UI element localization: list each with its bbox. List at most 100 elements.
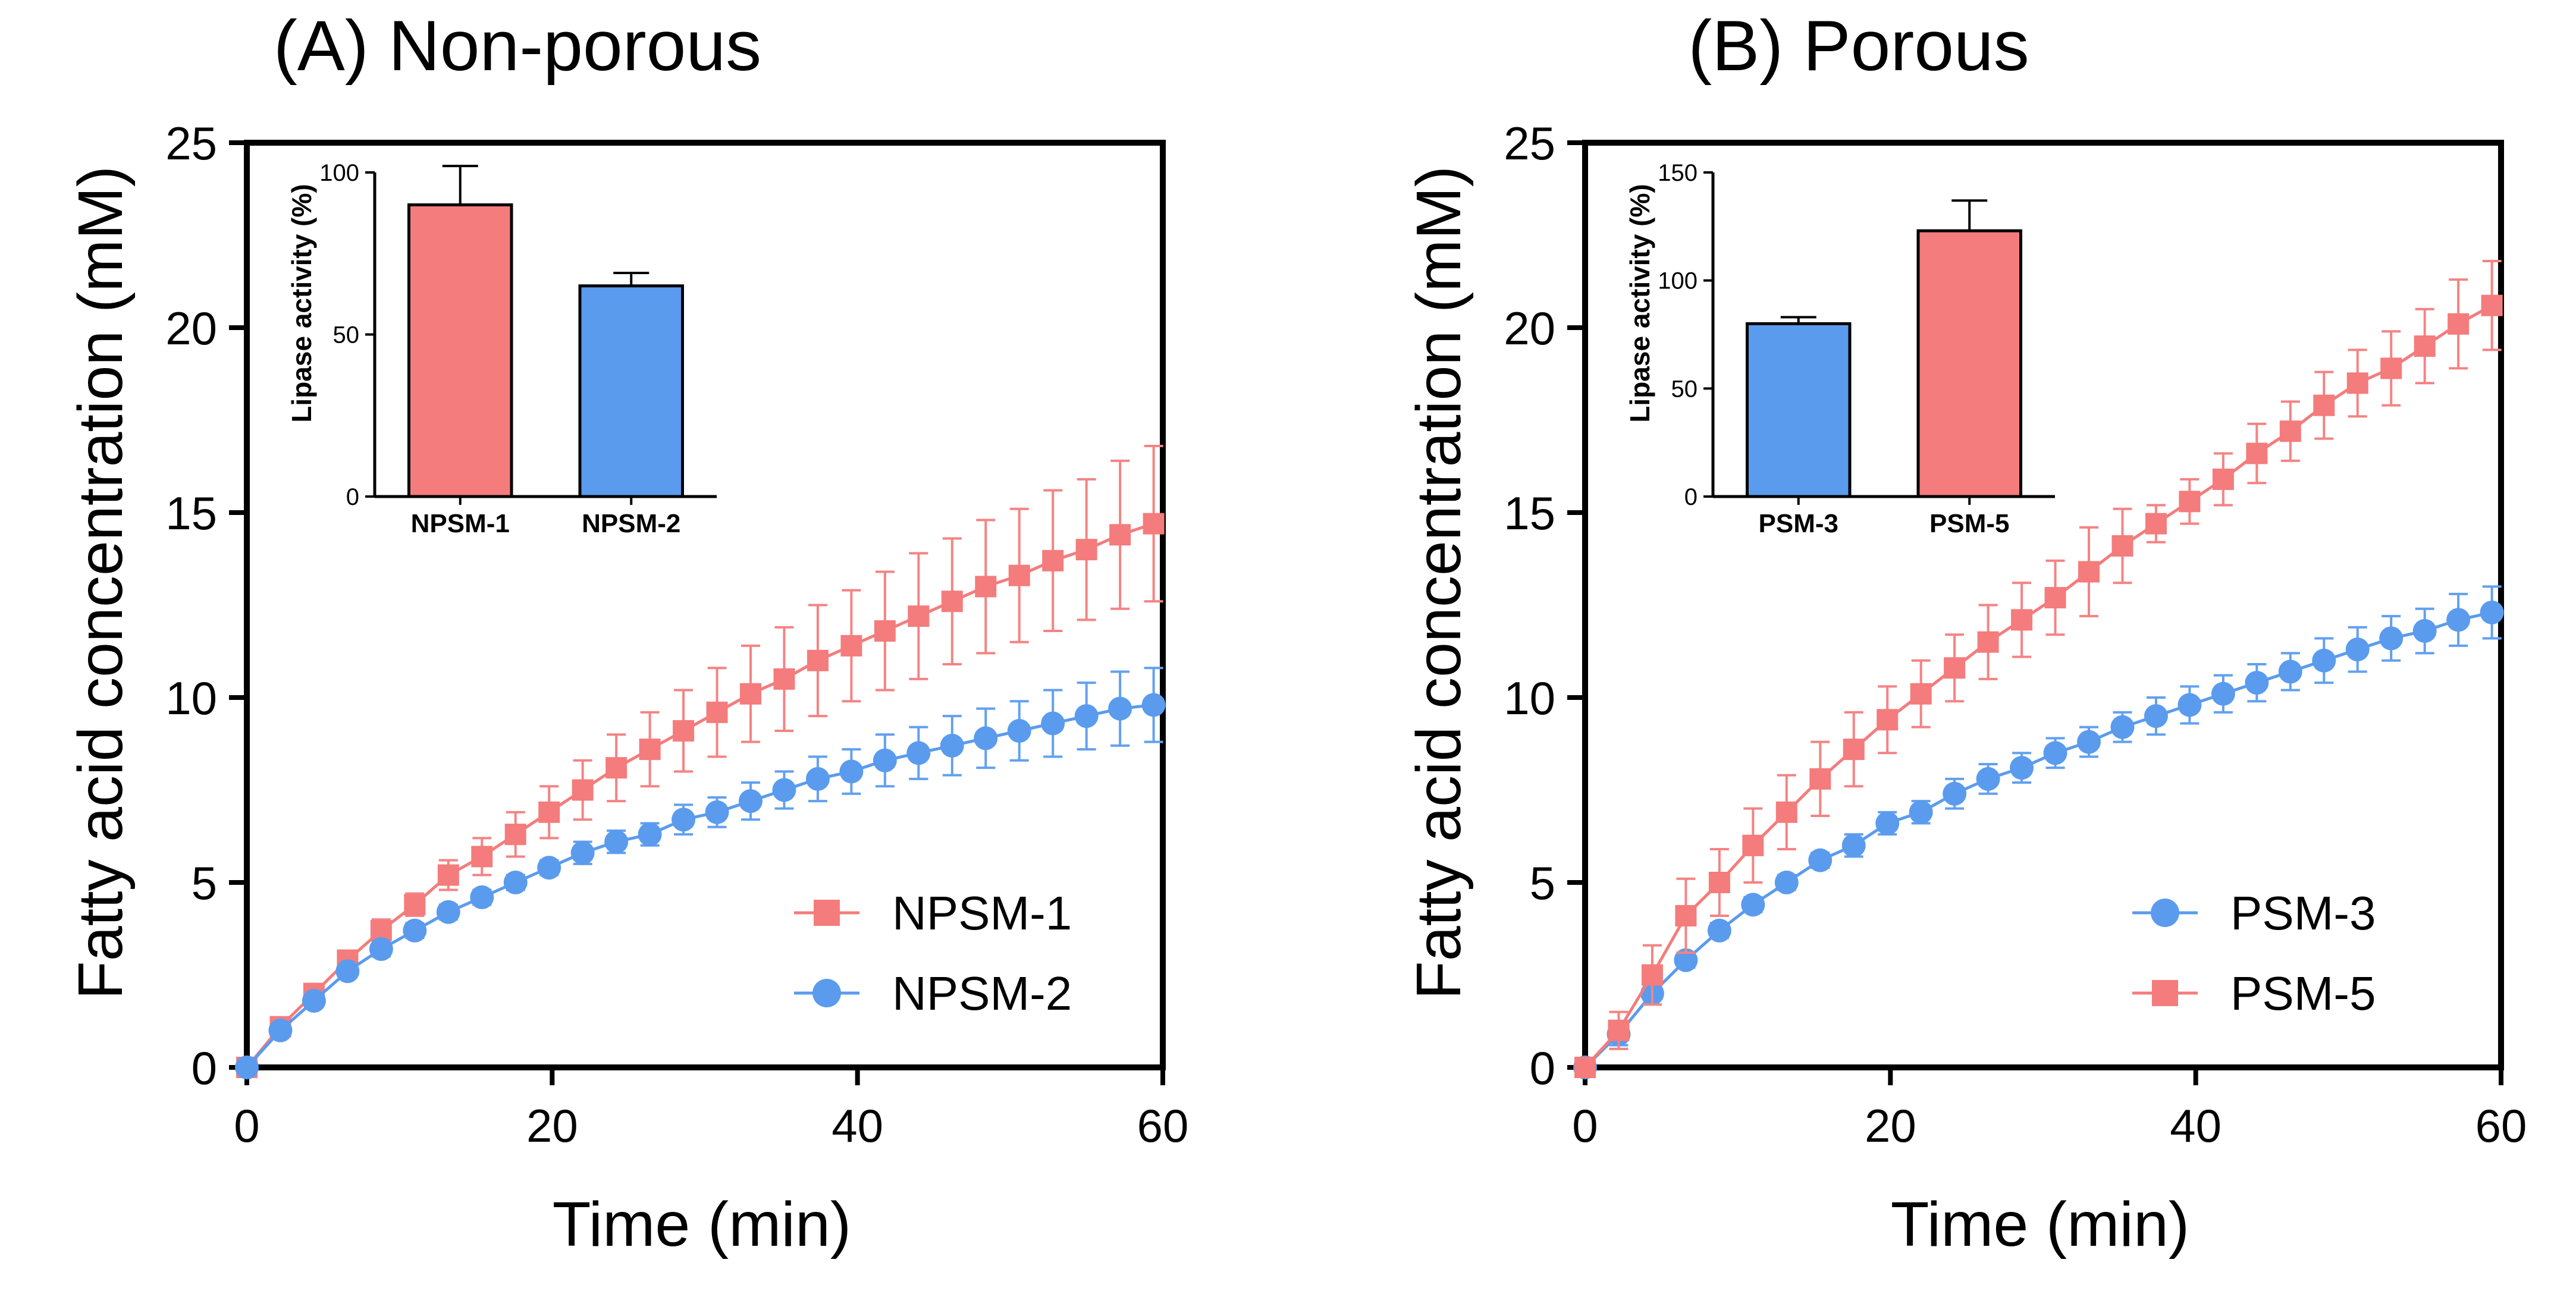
legend-marker <box>2152 980 2178 1006</box>
x-tick-label: 20 <box>526 1100 578 1152</box>
data-point <box>2110 715 2135 739</box>
data-point <box>1108 696 1132 721</box>
data-point <box>1708 872 1730 893</box>
inset-y-tick-label: 0 <box>1684 484 1698 510</box>
inset-y-axis-label: Lipase activity (%) <box>286 184 317 422</box>
inset-y-tick-label: 50 <box>1671 376 1698 402</box>
y-axis-label: Fatty acid concentration (mM) <box>1404 166 1474 1000</box>
x-axis-label: Time (min) <box>553 1189 851 1259</box>
legend-label: NPSM-2 <box>892 967 1072 1020</box>
legend-label: PSM-3 <box>2230 887 2376 940</box>
data-point <box>302 989 326 1013</box>
data-point <box>1608 1019 1630 1041</box>
data-point <box>436 900 460 924</box>
data-point <box>2414 335 2436 357</box>
data-point <box>740 683 761 705</box>
data-point <box>1143 513 1165 535</box>
data-point <box>873 748 897 772</box>
data-point <box>2044 587 2066 609</box>
data-point <box>1074 704 1099 728</box>
data-point <box>1741 893 1765 917</box>
inset-y-tick-label: 0 <box>346 484 359 510</box>
data-point <box>908 605 930 627</box>
data-point <box>2412 619 2437 643</box>
inset-y-tick-label: 50 <box>333 322 360 348</box>
data-point <box>940 733 964 758</box>
data-point <box>2313 394 2335 416</box>
inset-bar-npsm-2 <box>578 284 684 498</box>
data-point <box>504 824 526 846</box>
data-point <box>538 801 560 823</box>
data-point <box>2380 357 2402 379</box>
data-point <box>2246 442 2268 464</box>
y-tick-label: 0 <box>1530 1042 1555 1094</box>
y-tick-label: 25 <box>165 117 217 169</box>
data-point <box>639 739 661 761</box>
data-point <box>2480 600 2504 624</box>
data-point <box>1976 767 2000 791</box>
legend-label: NPSM-1 <box>892 887 1072 940</box>
data-point <box>503 871 528 894</box>
data-point <box>975 576 997 598</box>
data-point <box>1707 918 1731 943</box>
inset-y-tick-label: 150 <box>1658 160 1698 186</box>
data-point <box>2011 609 2033 631</box>
inset-x-tick-label: PSM-3 <box>1759 509 1838 538</box>
inset-bar-npsm-1 <box>407 203 513 498</box>
legend-marker <box>812 979 841 1007</box>
data-point <box>874 620 896 642</box>
data-point <box>2078 561 2100 583</box>
data-point <box>1843 739 1865 761</box>
data-point <box>537 856 561 880</box>
x-tick-label: 0 <box>234 1100 259 1152</box>
data-point <box>1943 781 1967 806</box>
data-point <box>705 800 729 824</box>
series-line <box>1584 611 2493 1069</box>
data-point <box>2446 608 2471 632</box>
data-point <box>2211 681 2235 706</box>
data-point <box>1774 871 1799 894</box>
data-point <box>1007 718 1031 743</box>
data-point <box>2179 491 2201 513</box>
inset-y-tick-label: 100 <box>319 160 359 186</box>
data-point <box>2077 730 2101 754</box>
data-point <box>706 701 728 723</box>
chart-title: (A) Non-porous <box>274 6 761 86</box>
x-tick-label: 60 <box>2475 1100 2527 1152</box>
data-point <box>1808 848 1833 872</box>
data-point <box>1674 948 1698 972</box>
legend-marker <box>814 900 840 926</box>
data-point <box>840 634 862 657</box>
data-point <box>1977 631 1999 653</box>
inset-y-axis-label: Lipase activity (%) <box>1624 184 1655 422</box>
data-point <box>471 846 493 868</box>
data-point <box>2144 704 2168 728</box>
data-point <box>2345 637 2370 662</box>
data-point <box>404 894 426 916</box>
data-point <box>805 767 830 791</box>
y-axis-label: Fatty acid concentration (mM) <box>65 166 136 1000</box>
data-point <box>2312 648 2336 673</box>
data-point <box>1075 539 1097 561</box>
panel-b: (B) Porous Fatty acid concentration (mM)… <box>1404 6 2527 1259</box>
y-tick-label: 0 <box>192 1042 217 1094</box>
data-point <box>2111 535 2133 557</box>
y-tick-label: 20 <box>1504 302 1555 354</box>
data-point <box>1877 709 1899 731</box>
series-line <box>1584 304 2493 1069</box>
data-point <box>2010 756 2034 780</box>
series-npsm-2 <box>235 667 1166 1079</box>
data-point <box>1141 693 1166 717</box>
panel-a: (A) Non-porous Fatty acid concentration … <box>65 6 1188 1259</box>
x-tick-label: 40 <box>2170 1100 2222 1152</box>
data-point <box>638 822 662 847</box>
data-point <box>839 759 864 784</box>
data-point <box>2379 626 2404 651</box>
series-psm-5 <box>1574 260 2503 1078</box>
data-point <box>1742 834 1764 856</box>
data-point <box>772 778 796 802</box>
inset-x-tick-label: PSM-5 <box>1929 509 2009 538</box>
data-point <box>739 789 763 813</box>
legend-label: PSM-5 <box>2230 967 2376 1020</box>
